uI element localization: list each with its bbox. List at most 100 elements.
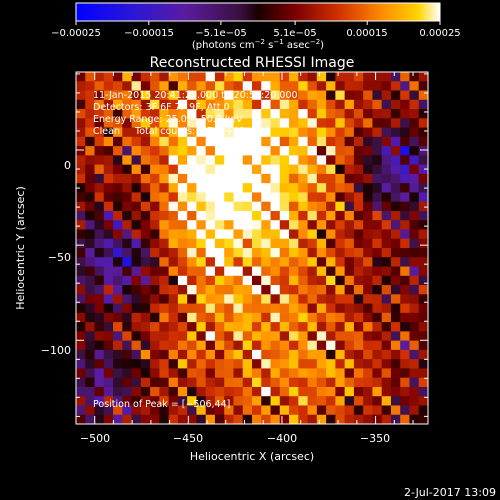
- heatmap-cell: [418, 220, 428, 230]
- heatmap-cell: [390, 386, 401, 397]
- heatmap-cell: [140, 201, 151, 212]
- heatmap-cell: [196, 90, 207, 101]
- heatmap-cell: [76, 90, 86, 101]
- heatmap-cell: [400, 340, 410, 351]
- heatmap-cell: [214, 312, 225, 323]
- heatmap-cell: [140, 349, 151, 360]
- heatmap-cell: [400, 349, 410, 360]
- heatmap-cell: [233, 99, 244, 110]
- heatmap-cell: [159, 109, 170, 119]
- heatmap-cell: [242, 396, 253, 406]
- heatmap-cell: [177, 294, 188, 305]
- heatmap-cell: [326, 303, 336, 314]
- heatmap-cell: [103, 238, 114, 249]
- heatmap-cell: [279, 164, 290, 175]
- heatmap-cell: [363, 396, 373, 406]
- heatmap-cell: [187, 192, 197, 203]
- heatmap-cell: [131, 192, 142, 203]
- heatmap-cell: [270, 136, 281, 147]
- heatmap-cell: [122, 248, 133, 258]
- heatmap-cell: [400, 201, 410, 212]
- heatmap-cell: [307, 414, 318, 424]
- heatmap-cell: [76, 405, 86, 416]
- heatmap-cell: [418, 396, 428, 406]
- heatmap-cell: [113, 136, 123, 147]
- heatmap-cell: [103, 109, 114, 119]
- heatmap-cell: [252, 359, 262, 369]
- heatmap-cell: [418, 238, 428, 249]
- heatmap-cell: [289, 136, 299, 147]
- heatmap-cell: [196, 72, 207, 82]
- heatmap-cell: [94, 118, 105, 129]
- heatmap-cell: [363, 266, 373, 277]
- heatmap-cell: [140, 109, 151, 119]
- heatmap-cell: [409, 155, 420, 166]
- heatmap-cell: [326, 285, 336, 295]
- heatmap-cell: [307, 72, 318, 82]
- heatmap-cell: [224, 368, 234, 379]
- heatmap-cell: [326, 155, 336, 166]
- heatmap-cell: [224, 349, 234, 360]
- heatmap-cell: [335, 192, 346, 203]
- heatmap-cell: [390, 368, 401, 379]
- heatmap-cell: [122, 312, 133, 323]
- heatmap-cell: [418, 275, 428, 286]
- heatmap-cell: [85, 164, 96, 175]
- heatmap-cell: [289, 405, 299, 416]
- heatmap-cell: [187, 322, 197, 332]
- heatmap-cell: [214, 248, 225, 258]
- heatmap-cell: [372, 377, 383, 388]
- heatmap-cell: [233, 81, 244, 92]
- heatmap-cell: [140, 229, 151, 240]
- heatmap-cell: [177, 349, 188, 360]
- heatmap-cell: [252, 331, 262, 342]
- heatmap-cell: [131, 72, 142, 82]
- heatmap-cell: [187, 331, 197, 342]
- heatmap-cell: [252, 118, 262, 129]
- heatmap-cell: [242, 173, 253, 184]
- heatmap-cell: [344, 229, 355, 240]
- heatmap-cell: [103, 275, 114, 286]
- heatmap-cell: [159, 257, 170, 268]
- heatmap-cell: [122, 173, 133, 184]
- heatmap-cell: [131, 210, 142, 221]
- heatmap-cell: [326, 386, 336, 397]
- heatmap-cell: [409, 340, 420, 351]
- heatmap-cell: [224, 183, 234, 193]
- heatmap-cell: [205, 322, 216, 332]
- heatmap-cell: [418, 229, 428, 240]
- heatmap-cell: [140, 386, 151, 397]
- heatmap-cell: [205, 99, 216, 110]
- heatmap-cell: [307, 248, 318, 258]
- heatmap-cell: [307, 238, 318, 249]
- heatmap-cell: [168, 405, 179, 416]
- heatmap-cell: [233, 303, 244, 314]
- heatmap-cell: [103, 210, 114, 221]
- heatmap-cell: [390, 229, 401, 240]
- heatmap-cell: [381, 275, 392, 286]
- heatmap-cell: [363, 72, 373, 82]
- heatmap-cell: [103, 118, 114, 129]
- heatmap-cell: [113, 155, 123, 166]
- heatmap-cell: [168, 99, 179, 110]
- heatmap-cell: [344, 192, 355, 203]
- heatmap-cell: [103, 322, 114, 332]
- heatmap-cell: [94, 201, 105, 212]
- heatmap-cell: [103, 312, 114, 323]
- heatmap-cell: [113, 238, 123, 249]
- heatmap-cell: [85, 192, 96, 203]
- heatmap-cell: [131, 127, 142, 138]
- heatmap-cell: [261, 322, 272, 332]
- heatmap-cell: [390, 183, 401, 193]
- heatmap-cell: [390, 340, 401, 351]
- heatmap-cell: [76, 340, 86, 351]
- heatmap-cell: [353, 238, 364, 249]
- heatmap-cell: [344, 72, 355, 82]
- heatmap-cell: [307, 109, 318, 119]
- heatmap-cell: [196, 303, 207, 314]
- heatmap-cell: [326, 368, 336, 379]
- heatmap-cell: [150, 99, 160, 110]
- heatmap-cell: [122, 349, 133, 360]
- heatmap-cell: [270, 72, 281, 82]
- heatmap-cell: [131, 118, 142, 129]
